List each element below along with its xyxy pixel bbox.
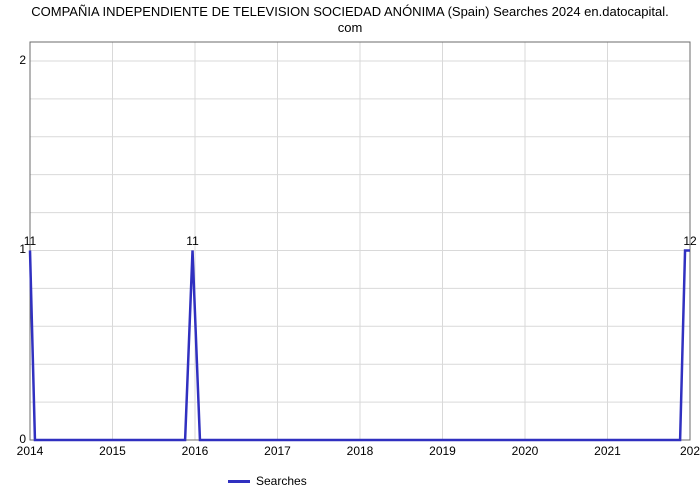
x-tick-label: 2021: [594, 444, 621, 458]
x-tick-label: 202: [680, 444, 700, 458]
x-tick-label: 2015: [99, 444, 126, 458]
point-value-label: 12: [683, 234, 696, 248]
legend-swatch: [228, 480, 250, 483]
x-tick-label: 2017: [264, 444, 291, 458]
x-tick-label: 2018: [347, 444, 374, 458]
point-value-label: 11: [186, 234, 198, 248]
x-tick-label: 2014: [17, 444, 44, 458]
point-value-label: 11: [24, 234, 36, 248]
y-tick-label: 2: [6, 53, 26, 67]
x-tick-label: 2020: [512, 444, 539, 458]
legend: Searches: [228, 474, 307, 488]
legend-label: Searches: [256, 474, 307, 488]
x-tick-label: 2019: [429, 444, 456, 458]
plot-area: [0, 0, 700, 500]
chart-container: COMPAÑIA INDEPENDIENTE DE TELEVISION SOC…: [0, 0, 700, 500]
x-tick-label: 2016: [182, 444, 209, 458]
